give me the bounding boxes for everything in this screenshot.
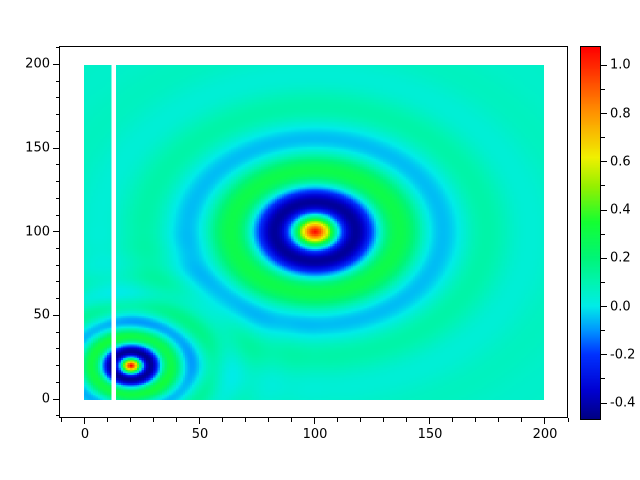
colorbar-major-tick (601, 64, 607, 66)
colorbar-minor-tick (601, 330, 605, 332)
x-minor-tick (130, 418, 132, 422)
x-minor-tick (452, 418, 454, 422)
colorbar-minor-tick (601, 378, 605, 380)
y-minor-tick (55, 381, 59, 383)
y-minor-tick (55, 247, 59, 249)
y-minor-tick (55, 415, 59, 417)
x-minor-tick (268, 418, 270, 422)
colorbar-major-tick (601, 306, 607, 308)
colorbar-major-tick (601, 257, 607, 259)
colorbar-minor-tick (601, 185, 605, 187)
colorbar-major-tick (601, 209, 607, 211)
y-minor-tick (55, 47, 59, 49)
x-minor-tick (222, 418, 224, 422)
x-major-tick (84, 418, 86, 424)
y-minor-tick (55, 181, 59, 183)
colorbar-gradient (581, 47, 600, 419)
x-minor-tick (567, 418, 569, 422)
y-minor-tick (55, 348, 59, 350)
y-major-tick (53, 63, 59, 65)
x-minor-tick (291, 418, 293, 422)
colorbar-tick-label: 0.4 (610, 202, 631, 218)
y-tick-label: 150 (25, 140, 50, 156)
y-tick-label: 0 (41, 391, 50, 407)
colorbar-tick-label: 1.0 (610, 57, 631, 73)
y-minor-tick (55, 214, 59, 216)
x-tick-label: 150 (417, 427, 443, 442)
y-minor-tick (55, 164, 59, 166)
x-minor-tick (107, 418, 109, 422)
x-minor-tick (61, 418, 63, 422)
colorbar-tick-label: 0.0 (610, 299, 631, 315)
y-major-tick (53, 314, 59, 316)
x-minor-tick (176, 418, 178, 422)
x-minor-tick (360, 418, 362, 422)
colorbar-major-tick (601, 161, 607, 163)
x-minor-tick (153, 418, 155, 422)
x-minor-tick (475, 418, 477, 422)
colorbar-tick-label: 0.6 (610, 154, 631, 170)
x-major-tick (199, 418, 201, 424)
colorbar (580, 46, 601, 420)
x-minor-tick (406, 418, 408, 422)
colorbar-tick-label: 0.2 (610, 250, 631, 266)
y-major-tick (53, 398, 59, 400)
x-major-tick (429, 418, 431, 424)
x-tick-label: 50 (191, 427, 209, 442)
colorbar-tick-label: -0.2 (610, 347, 636, 363)
x-minor-tick (245, 418, 247, 422)
x-minor-tick (498, 418, 500, 422)
colorbar-tick-label: -0.4 (610, 395, 636, 411)
y-minor-tick (55, 114, 59, 116)
x-tick-label: 100 (302, 427, 328, 442)
x-major-tick (544, 418, 546, 424)
y-minor-tick (55, 331, 59, 333)
colorbar-minor-tick (601, 137, 605, 139)
y-minor-tick (55, 197, 59, 199)
colorbar-tick-label: 0.8 (610, 106, 631, 122)
y-minor-tick (55, 264, 59, 266)
plot-frame (59, 46, 568, 418)
y-minor-tick (55, 130, 59, 132)
x-minor-tick (337, 418, 339, 422)
colorbar-major-tick (601, 402, 607, 404)
colorbar-minor-tick (601, 88, 605, 90)
y-tick-label: 50 (33, 307, 50, 323)
y-major-tick (53, 231, 59, 233)
y-tick-label: 200 (25, 56, 50, 72)
x-tick-label: 0 (80, 427, 90, 442)
y-minor-tick (55, 298, 59, 300)
heatmap-image (83, 65, 544, 400)
y-tick-label: 100 (25, 224, 50, 240)
colorbar-minor-tick (601, 281, 605, 283)
colorbar-major-tick (601, 113, 607, 115)
x-minor-tick (521, 418, 523, 422)
y-minor-tick (55, 97, 59, 99)
y-major-tick (53, 147, 59, 149)
y-minor-tick (55, 80, 59, 82)
x-tick-label: 200 (532, 427, 558, 442)
y-minor-tick (55, 281, 59, 283)
colorbar-minor-tick (601, 233, 605, 235)
y-minor-tick (55, 365, 59, 367)
x-major-tick (314, 418, 316, 424)
x-minor-tick (383, 418, 385, 422)
colorbar-major-tick (601, 354, 607, 356)
